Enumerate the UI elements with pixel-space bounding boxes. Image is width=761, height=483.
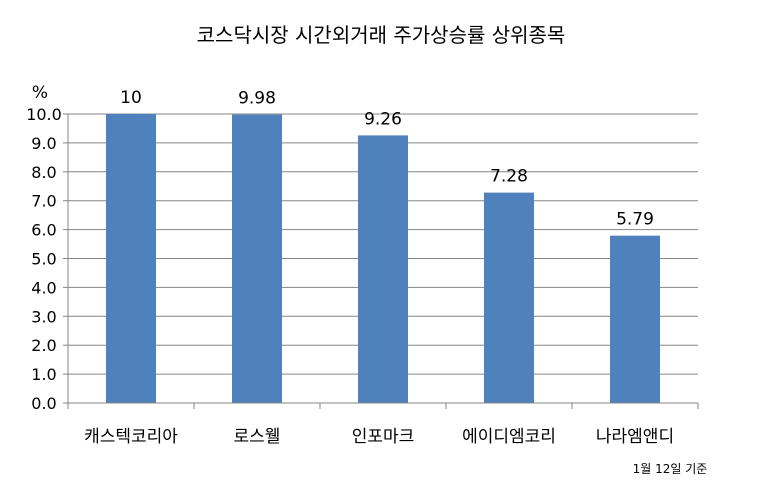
x-category-label: 캐스텍코리아 (84, 427, 178, 447)
y-tick-label: 10.0 (26, 105, 62, 124)
y-tick-label: 5.0 (31, 250, 56, 269)
bar (232, 114, 282, 403)
y-tick-label: 9.0 (31, 134, 56, 153)
y-tick-label: 4.0 (31, 278, 56, 297)
x-category-label: 나라엠앤디 (596, 427, 674, 447)
y-tick-label: 7.0 (31, 192, 56, 211)
data-label: 5.79 (616, 210, 654, 230)
axes (63, 113, 699, 409)
x-category-label: 인포마크 (352, 427, 415, 447)
bar (106, 114, 156, 403)
data-label: 9.26 (364, 109, 402, 129)
date-note: 1월 12일 기준 (633, 462, 708, 476)
bars (106, 114, 660, 404)
x-category-label: 에이디엠코리 (462, 427, 556, 447)
labels: 0.0 1.0 2.0 3.0 4.0 5.0 6.0 7.0 8.0 9.0 10.0 10 캐스텍코… (26, 88, 674, 447)
y-tick-label: 8.0 (31, 163, 56, 182)
data-label: 9.98 (238, 89, 276, 109)
bar (358, 135, 408, 404)
y-tick-label: 2.0 (31, 336, 56, 355)
y-tick-label: 1.0 (31, 365, 56, 384)
x-category-label: 로스웰 (234, 427, 281, 447)
y-tick-label: 0.0 (31, 394, 56, 413)
y-tick-label: 6.0 (31, 221, 56, 240)
y-axis-unit-label: % (32, 83, 48, 103)
data-label: 10 (120, 88, 142, 108)
data-label: 7.28 (490, 167, 528, 187)
bar (610, 235, 660, 403)
bar (484, 192, 534, 403)
chart-title: 코스닥시장 시간외거래 주가상승률 상위종목 (197, 23, 566, 47)
y-tick-label: 3.0 (31, 307, 56, 326)
